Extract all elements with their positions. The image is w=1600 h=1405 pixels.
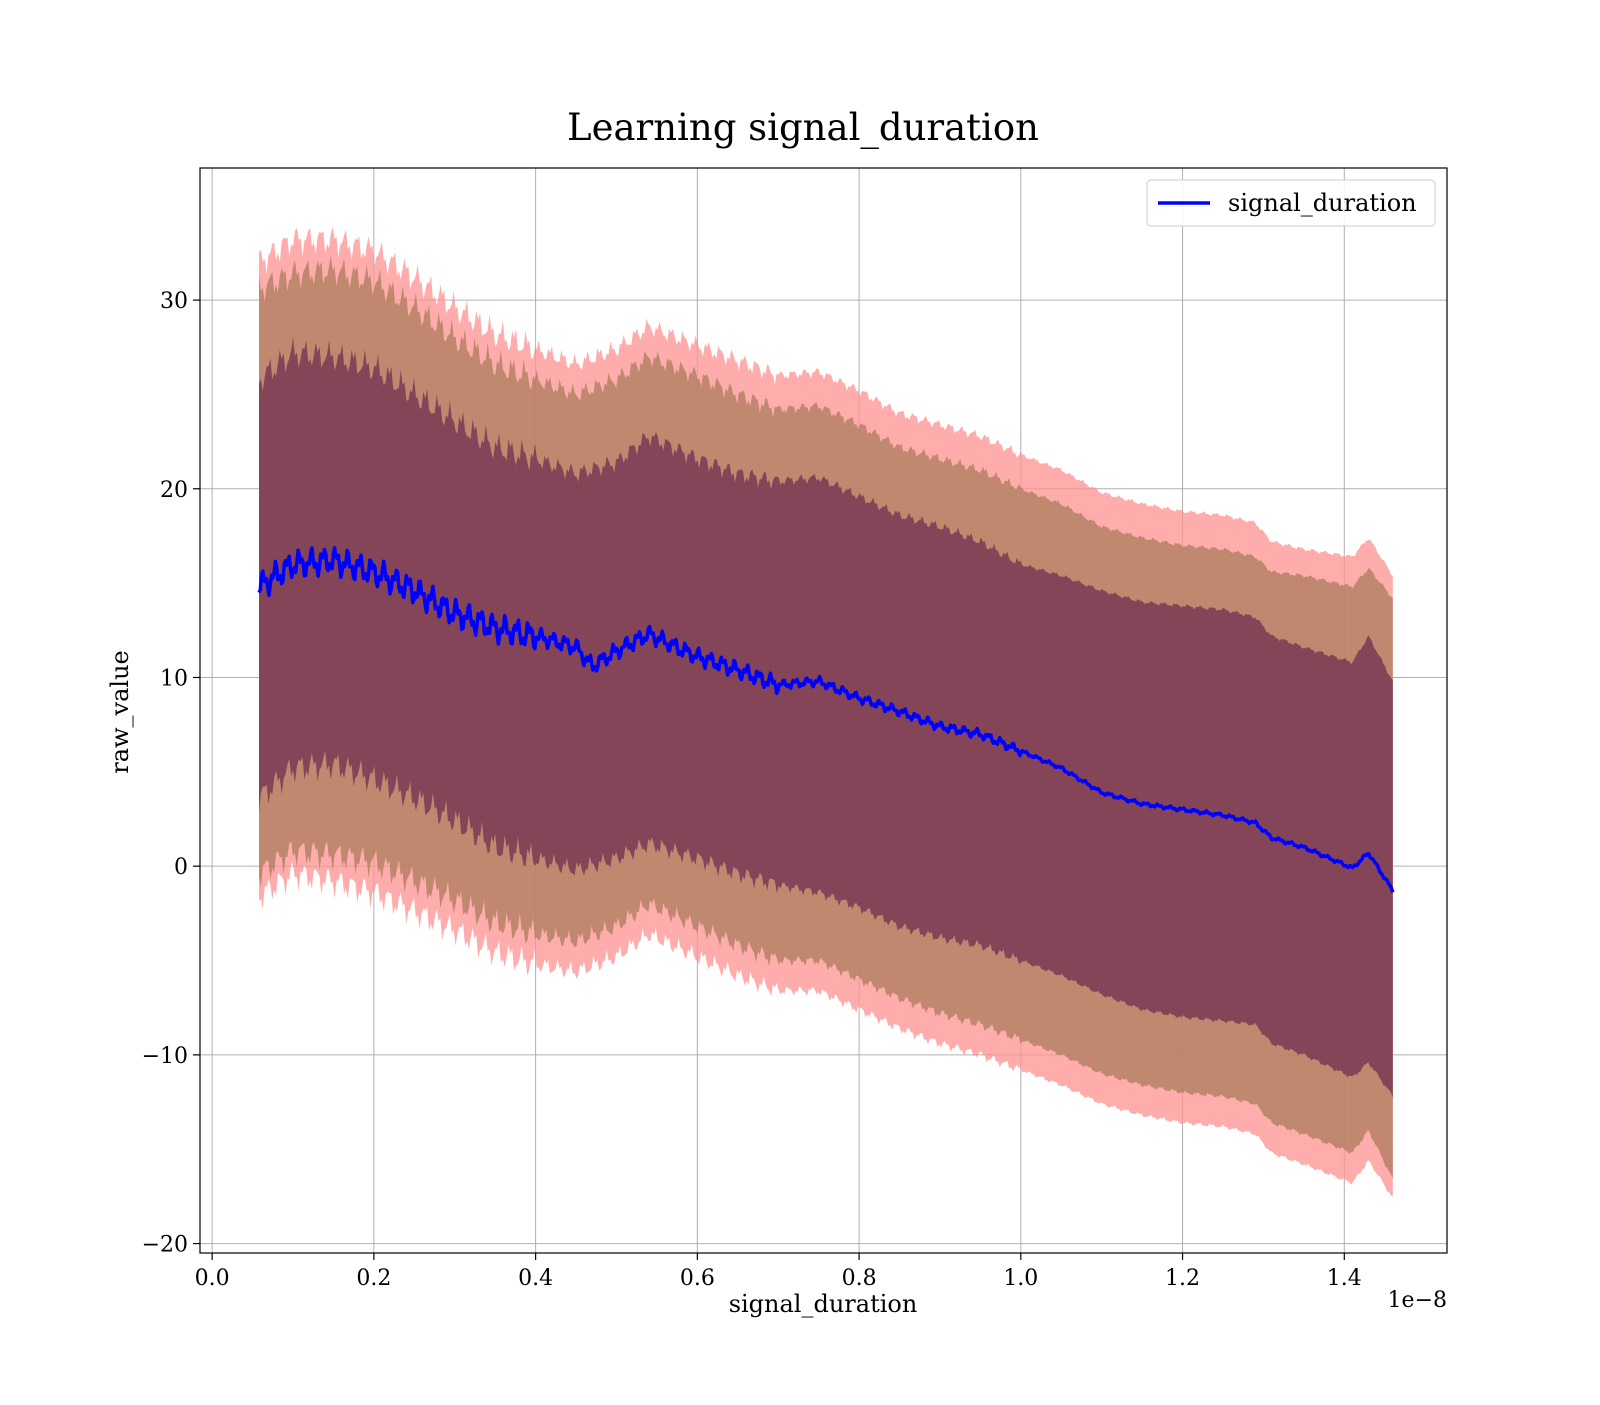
y-tick-label: 30 [160,289,188,314]
band-layer [259,227,1393,1197]
line-layer [257,546,1395,893]
y-tick-label: 0 [174,855,188,880]
x-tick-label: 0.2 [356,1266,391,1291]
x-tick-label: 0.6 [680,1266,715,1291]
confidence-band-inner [259,337,1393,1098]
y-tick-label: −20 [142,1233,188,1258]
x-tick-label: 0.4 [518,1266,553,1291]
y-axis-label: raw_value [106,650,134,774]
x-tick-label: 0.0 [195,1266,230,1291]
plot-frame [199,167,1448,1254]
legend-box [1146,179,1436,227]
y-tick-label: −10 [142,1044,188,1069]
legend: signal_duration [1146,179,1436,227]
chart-title: Learning signal_duration [567,106,1039,150]
x-tick-label: 1.2 [1165,1266,1200,1291]
x-tick-label: 0.8 [842,1266,877,1291]
x-offset-label: 1e−8 [1388,1288,1447,1313]
y-axis-ticks: −20 −10 0 10 20 30 [142,289,200,1258]
x-axis-ticks: 0.0 0.2 0.4 0.6 0.8 1.0 1.2 1.4 [195,1253,1362,1291]
series-line-signal_duration [257,546,1395,893]
x-tick-label: 1.4 [1327,1266,1362,1291]
y-tick-label: 20 [160,478,188,503]
y-tick-label: 10 [160,666,188,691]
legend-label: signal_duration [1228,189,1417,217]
x-tick-label: 1.0 [1003,1266,1038,1291]
x-axis-label: signal_duration [729,1290,918,1318]
